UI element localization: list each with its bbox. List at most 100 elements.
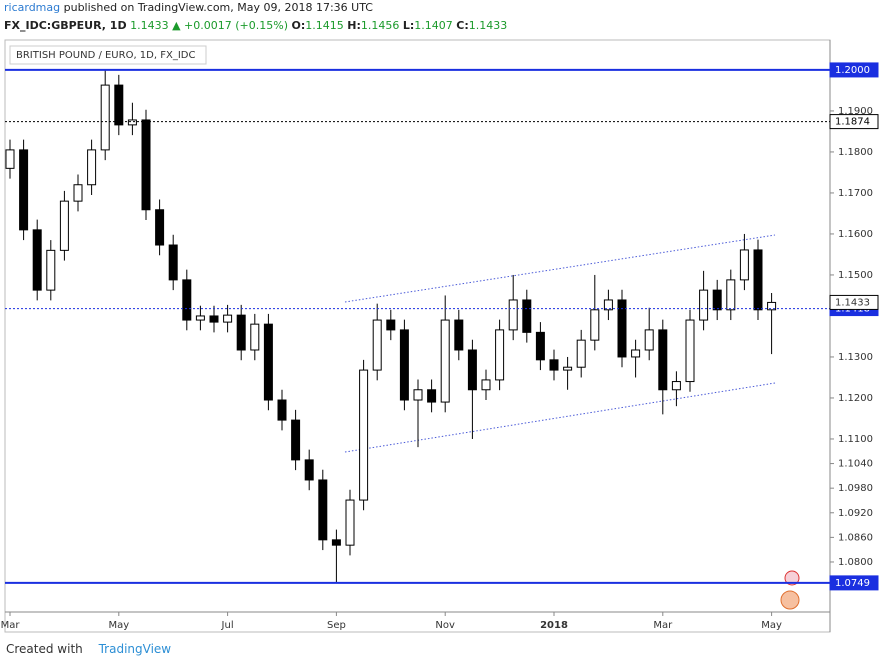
ohlc-key: O:	[291, 19, 306, 32]
x-tick-label: Nov	[435, 620, 455, 631]
candle-body	[32, 229, 42, 291]
candle-body	[386, 319, 396, 331]
y-tick-label: 1.1700	[838, 188, 873, 199]
x-tick-label: May	[108, 620, 129, 631]
legend-box	[9, 45, 207, 65]
channel-upper	[344, 234, 776, 303]
published-text: published on TradingView.com, May 09, 20…	[63, 1, 373, 14]
publish-line: ricardmag published on TradingView.com, …	[4, 1, 373, 14]
last-price-label: 1.1433	[835, 297, 870, 308]
level-label: 1.1874	[835, 117, 870, 128]
ohlc-key: H:	[347, 19, 361, 32]
y-tick-label: 1.0860	[838, 532, 873, 543]
candle-body	[399, 329, 409, 401]
candle-body	[712, 289, 722, 311]
y-tick-label: 1.1900	[838, 106, 873, 117]
y-tick-label: 1.1800	[838, 147, 873, 158]
candle-body	[359, 369, 369, 501]
candle-body	[291, 419, 301, 461]
candle-body	[182, 279, 192, 321]
candle-body	[535, 331, 545, 361]
brand[interactable]: TradingView	[98, 642, 172, 656]
candle-body	[671, 381, 681, 391]
candle-body	[726, 279, 736, 311]
candle-body	[454, 319, 464, 351]
candle-body	[345, 499, 355, 546]
level-label: 1.2000	[835, 65, 870, 76]
ohlc-value: 1.1407	[414, 19, 453, 32]
y-tick-label: 1.1300	[838, 352, 873, 363]
candle-body	[563, 366, 573, 371]
change: ▲ +0.0017 (+0.15%)	[172, 19, 288, 32]
y-tick-label: 1.1500	[838, 270, 873, 281]
level-badge	[829, 114, 879, 130]
candle-body	[617, 299, 627, 358]
candle-body	[739, 249, 749, 281]
candle-body	[644, 329, 654, 351]
candle-body	[767, 301, 777, 311]
candle-body	[331, 539, 341, 546]
candle-body	[5, 149, 15, 169]
candle-body	[209, 315, 219, 323]
candle-body	[318, 479, 328, 541]
candle-body	[263, 323, 273, 401]
candle-body	[236, 314, 246, 351]
candle-body	[699, 289, 709, 321]
candle-body	[250, 323, 260, 351]
candle-body	[549, 359, 559, 371]
y-tick-label: 1.1600	[838, 229, 873, 240]
ohlc-value: 1.1456	[360, 19, 400, 32]
ohlc-key: L:	[402, 19, 415, 32]
candle-body	[168, 244, 178, 281]
candle-body	[304, 459, 314, 481]
candle-body	[427, 389, 437, 403]
ohlc-key: C:	[456, 19, 469, 32]
candle-body	[195, 315, 205, 321]
plot-frame	[4, 39, 831, 633]
candle-body	[685, 319, 695, 383]
level-label: 1.0749	[835, 578, 870, 589]
y-tick-label: 1.0800	[838, 557, 873, 568]
y-tick-label: 1.1100	[838, 434, 873, 445]
candle-body	[440, 319, 450, 403]
candle-body	[658, 329, 668, 391]
candle-body	[372, 319, 382, 371]
legend: BRITISH POUND / EURO, 1D, FX_IDC	[16, 50, 195, 61]
y-tick-label: 1.0980	[838, 483, 873, 494]
candle-body	[467, 349, 477, 391]
candle-body	[277, 399, 287, 421]
last-price: 1.1433	[130, 19, 169, 32]
candle-body	[413, 389, 423, 401]
x-tick-label: May	[761, 620, 782, 631]
x-tick-label: 2018	[540, 620, 568, 631]
candle-body	[100, 84, 110, 151]
candle-body	[481, 379, 491, 391]
last-price-badge	[829, 294, 879, 310]
candle-body	[59, 200, 69, 251]
candle-body	[114, 84, 124, 126]
y-tick-label: 1.0920	[838, 508, 873, 519]
created-with: Created with	[6, 642, 83, 656]
symbol: FX_IDC:GBPEUR, 1D	[4, 19, 127, 32]
candle-body	[522, 299, 532, 333]
chart: BRITISH POUND / EURO, 1D, FX_IDC 1.19001…	[1, 39, 879, 633]
candle-body	[87, 149, 97, 186]
candle-body	[46, 249, 56, 291]
candle-body	[127, 119, 137, 126]
y-tick-label: 1.1200	[838, 393, 873, 404]
candle-body	[155, 209, 165, 246]
footer: Created with TradingView	[6, 642, 171, 656]
ohlc-value: 1.1433	[468, 19, 508, 32]
x-tick-label: Mar	[1, 620, 21, 631]
candle-body	[631, 349, 641, 358]
candle-body	[141, 119, 151, 211]
level-badge	[829, 62, 879, 78]
candle-body	[495, 329, 505, 381]
candle-body	[753, 249, 763, 311]
flag-icons	[780, 570, 800, 610]
candle-body	[223, 314, 233, 323]
ohlc-value: 1.1415	[305, 19, 344, 32]
candle-body	[73, 184, 83, 202]
author[interactable]: ricardmag	[4, 1, 61, 14]
